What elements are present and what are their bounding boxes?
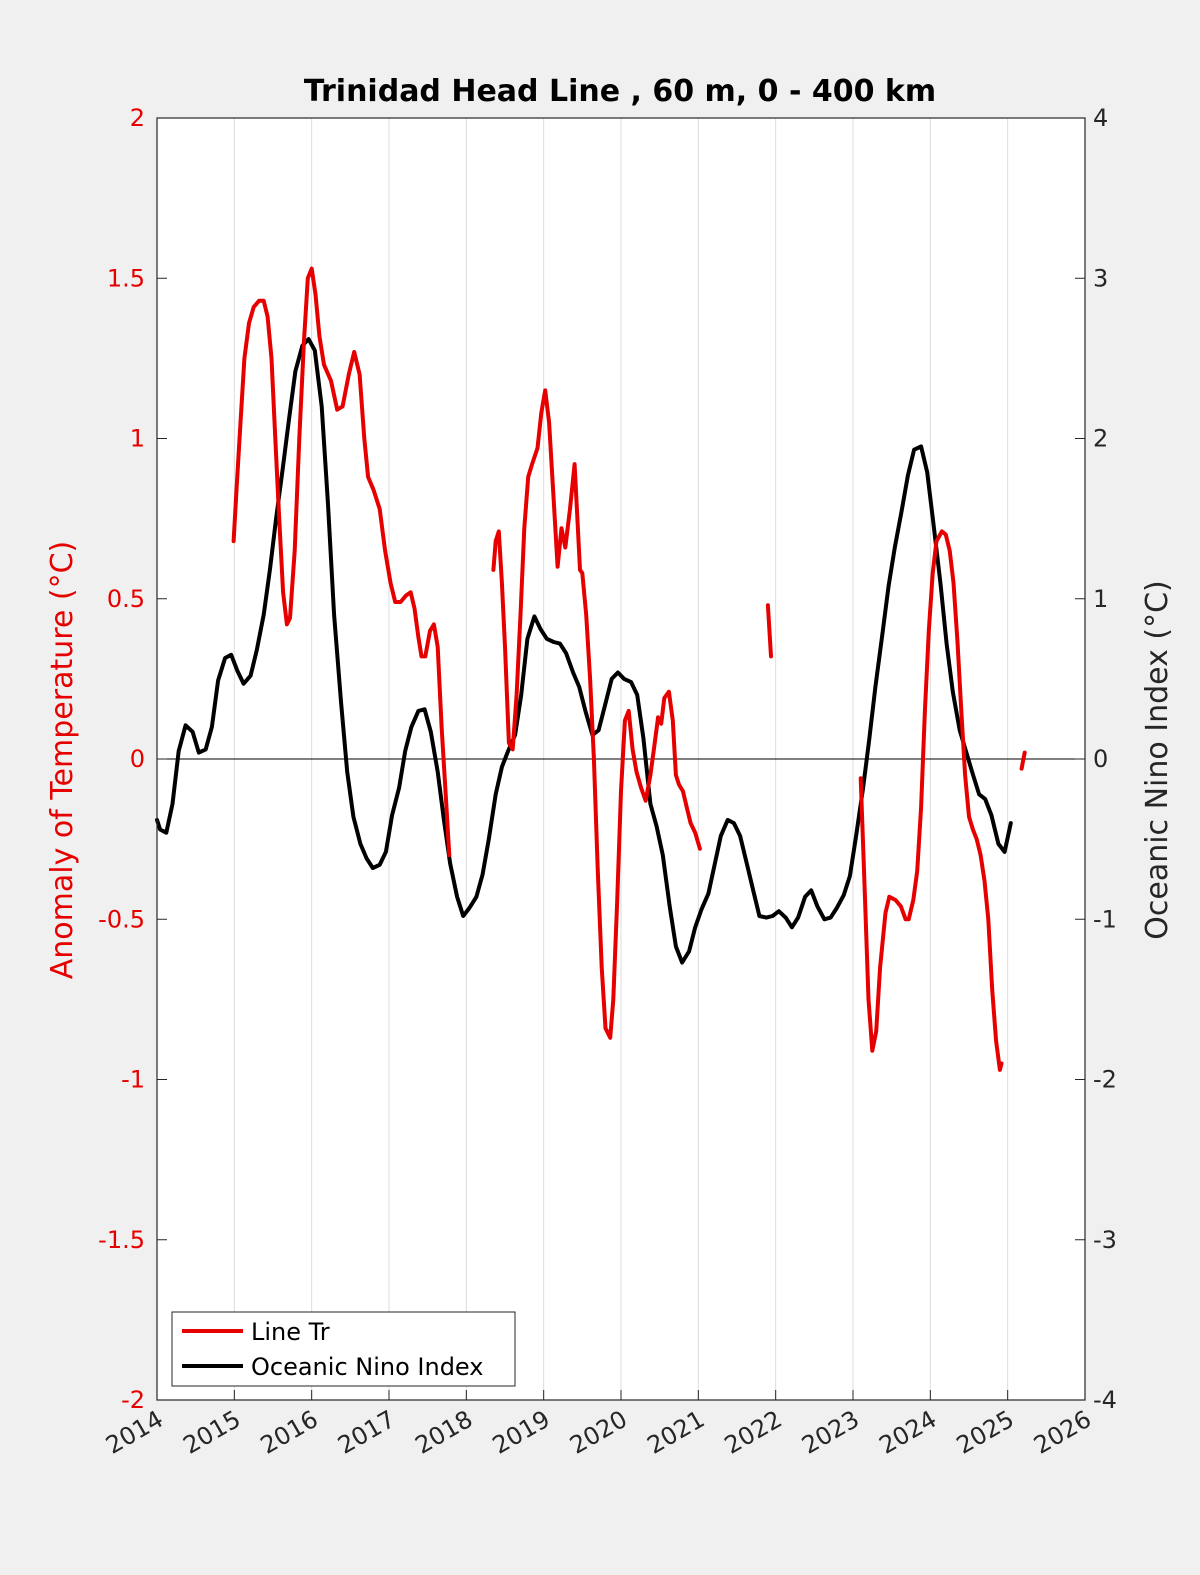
left-tick-label: 1.5 [107, 264, 145, 292]
right-tick-label: -2 [1093, 1066, 1117, 1094]
right-tick-label: 0 [1093, 745, 1108, 773]
left-tick-label: -2 [121, 1386, 145, 1414]
left-axis-label: Anomaly of Temperature (°C) [45, 541, 80, 980]
right-tick-label: -4 [1093, 1386, 1117, 1414]
oni-series [155, 337, 1013, 965]
oni-segment-0 [155, 337, 1013, 965]
line-tr-segment-2 [765, 603, 773, 659]
right-axis-ticks: -4 -3 -2 -1 0 1 2 3 4 [1075, 104, 1117, 1414]
left-axis-ticks: -2 -1.5 -1 -0.5 0 0.5 1 1.5 2 [98, 104, 167, 1414]
right-tick-label: -1 [1093, 905, 1117, 933]
legend-box [171, 1311, 516, 1387]
left-tick-label: 0.5 [107, 585, 145, 613]
legend-label-line-tr: Line Tr [251, 1318, 330, 1346]
legend-label-oni: Oceanic Nino Index [251, 1353, 483, 1381]
right-tick-label: 1 [1093, 585, 1108, 613]
right-tick-label: -3 [1093, 1226, 1117, 1254]
legend: Line Tr Oceanic Nino Index [171, 1311, 516, 1387]
left-tick-label: 1 [130, 425, 145, 453]
left-tick-label: -0.5 [98, 905, 145, 933]
line-tr-segment-4 [1019, 750, 1027, 771]
line-tr-segment-1 [491, 388, 702, 1040]
right-tick-label: 4 [1093, 104, 1108, 132]
left-tick-label: 0 [130, 745, 145, 773]
right-tick-label: 2 [1093, 425, 1108, 453]
right-tick-label: 3 [1093, 264, 1108, 292]
left-tick-label: 2 [130, 104, 145, 132]
line-tr-segment-3 [858, 529, 1004, 1072]
chart-title: Trinidad Head Line , 60 m, 0 - 400 km [304, 74, 936, 109]
left-tick-label: -1 [121, 1066, 145, 1094]
line-tr-segment-0 [231, 266, 452, 858]
line-tr-series [231, 266, 1027, 1072]
right-axis-label: Oceanic Nino Index (°C) [1140, 580, 1175, 940]
left-tick-label: -1.5 [98, 1226, 145, 1254]
